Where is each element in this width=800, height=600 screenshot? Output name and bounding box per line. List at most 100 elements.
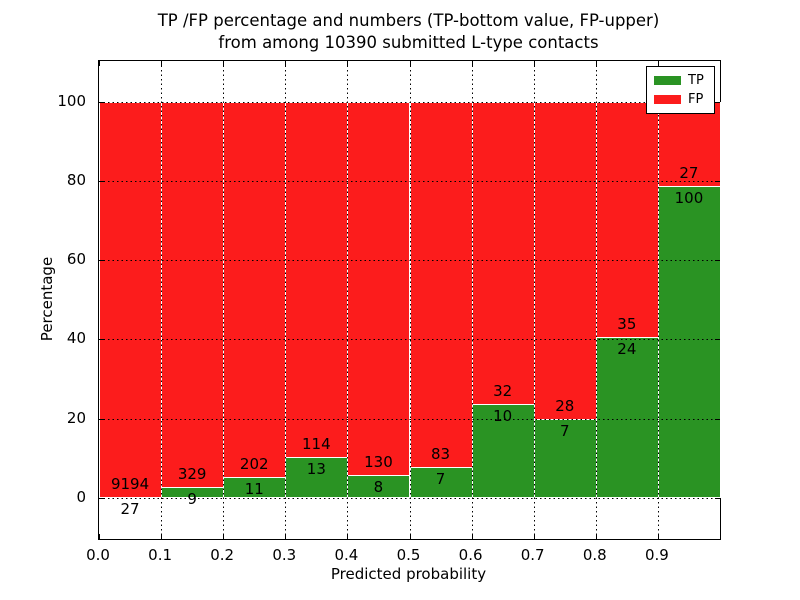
x-axis-label: Predicted probability xyxy=(330,565,487,583)
legend-label-fp: FP xyxy=(688,92,704,107)
y-tick xyxy=(715,418,720,420)
x-tick xyxy=(347,534,349,539)
x-tick xyxy=(347,61,349,66)
x-tick xyxy=(161,61,163,66)
y-tick-label: 60 xyxy=(66,250,86,269)
y-tick xyxy=(99,180,104,182)
tp-count-label: 9 xyxy=(187,490,197,509)
tp-count-label: 27 xyxy=(120,499,140,518)
x-tick xyxy=(223,534,225,539)
y-gridline xyxy=(99,497,720,499)
fp-count-label: 9194 xyxy=(110,474,150,493)
x-tick xyxy=(533,61,535,66)
fp-count-label: 329 xyxy=(177,465,207,484)
y-gridline xyxy=(99,180,720,182)
tp-bar-segment xyxy=(409,467,473,498)
x-gridline xyxy=(533,61,535,539)
fp-count-label: 27 xyxy=(679,163,699,182)
fp-count-label: 32 xyxy=(493,381,513,400)
x-tick-label: 0.6 xyxy=(458,546,483,564)
y-tick xyxy=(715,101,720,103)
tp-swatch-icon xyxy=(654,76,681,85)
y-tick xyxy=(99,497,104,499)
x-tick xyxy=(657,534,659,539)
x-tick xyxy=(409,61,411,66)
x-gridline xyxy=(409,61,411,539)
y-gridline xyxy=(99,260,720,262)
y-tick xyxy=(715,180,720,182)
legend-label-tp: TP xyxy=(688,73,704,88)
x-gridline xyxy=(161,61,163,539)
fp-bar-segment xyxy=(161,101,225,489)
tp-bar-segment xyxy=(595,336,659,498)
y-gridline xyxy=(99,339,720,341)
x-tick xyxy=(409,534,411,539)
y-tick xyxy=(715,497,720,499)
x-tick-label: 0.7 xyxy=(520,546,545,564)
plot-area: 9194 27 329 9 202 11 114 13 130 8 83 7 32 10 28 7 35 24 27… xyxy=(98,60,721,540)
x-gridline xyxy=(471,61,473,539)
tp-count-label: 10 xyxy=(493,406,513,425)
x-tick xyxy=(595,61,597,66)
tp-count-label: 8 xyxy=(373,477,384,496)
x-tick xyxy=(595,534,597,539)
y-tick-label: 0 xyxy=(76,487,86,506)
legend-row-tp: TP xyxy=(647,73,714,88)
x-gridline xyxy=(657,61,659,539)
tp-count-label: 13 xyxy=(306,460,326,479)
fp-count-label: 114 xyxy=(302,435,331,454)
fp-swatch-icon xyxy=(654,95,681,104)
x-tick-label: 0.0 xyxy=(86,546,110,564)
tp-count-label: 24 xyxy=(617,339,637,358)
fp-bar-segment xyxy=(595,101,659,338)
fp-bar-segment xyxy=(347,101,411,476)
x-gridline xyxy=(223,61,225,539)
x-gridline xyxy=(347,61,349,539)
y-tick xyxy=(99,101,104,103)
x-tick-label: 0.5 xyxy=(396,546,421,564)
x-tick-label: 0.4 xyxy=(334,546,359,564)
x-tick-label: 0.9 xyxy=(644,546,669,564)
x-tick-label: 0.2 xyxy=(210,546,235,564)
x-tick xyxy=(657,61,659,66)
y-tick xyxy=(715,339,720,341)
x-tick xyxy=(533,534,535,539)
tp-count-label: 7 xyxy=(559,421,570,440)
x-tick-label: 0.8 xyxy=(582,546,607,564)
chart-title: TP /FP percentage and numbers (TP-bottom… xyxy=(98,10,719,54)
y-tick xyxy=(715,260,720,262)
x-tick-label: 0.3 xyxy=(272,546,297,564)
fp-bar-segment xyxy=(409,101,473,468)
y-tick xyxy=(99,260,104,262)
tp-count-label: 11 xyxy=(244,480,264,499)
fp-bar-segment xyxy=(223,101,287,479)
fp-bar-segment xyxy=(285,101,349,459)
fp-bar-segment xyxy=(657,101,721,187)
fp-bar-segment xyxy=(471,101,535,405)
fp-count-label: 28 xyxy=(555,396,575,415)
tp-bar-segment xyxy=(657,185,721,498)
tp-count-label: 7 xyxy=(435,470,446,488)
tp-count-label: 100 xyxy=(674,188,704,207)
fp-count-label: 83 xyxy=(431,445,451,463)
fp-count-label: 202 xyxy=(239,455,269,474)
y-gridline xyxy=(99,418,720,420)
legend-row-fp: FP xyxy=(647,92,714,107)
x-tick xyxy=(285,534,287,539)
x-tick xyxy=(471,534,473,539)
y-tick-label: 80 xyxy=(66,170,86,189)
x-tick-label: 0.1 xyxy=(148,546,173,564)
fp-count-label: 130 xyxy=(364,452,393,471)
x-tick xyxy=(471,61,473,66)
y-tick xyxy=(99,418,104,420)
x-tick xyxy=(161,534,163,539)
x-tick xyxy=(99,534,100,539)
y-tick-label: 100 xyxy=(57,91,86,110)
y-gridline xyxy=(99,101,720,103)
chart-title-line1: TP /FP percentage and numbers (TP-bottom… xyxy=(157,11,660,30)
y-tick-label: 40 xyxy=(66,329,86,348)
fp-count-label: 35 xyxy=(617,314,637,333)
y-tick-label: 20 xyxy=(66,408,86,427)
legend: TP FP xyxy=(646,66,715,114)
y-tick xyxy=(99,339,104,341)
